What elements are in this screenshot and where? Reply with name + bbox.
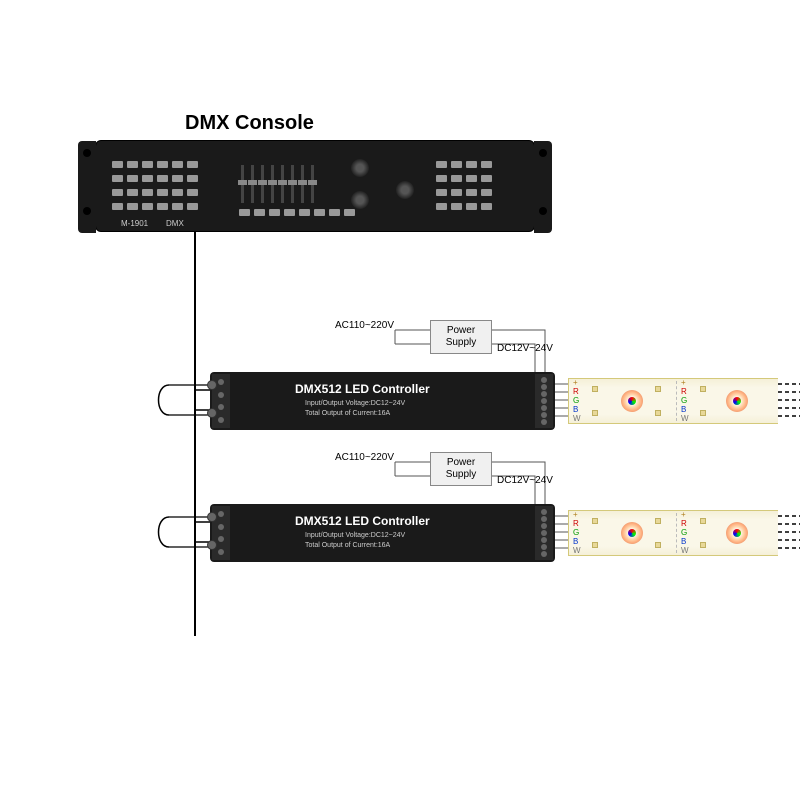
controller-title: DMX512 LED Controller (295, 514, 430, 528)
dmx-console: M-1901 DMX (95, 140, 535, 232)
dmx-in-jack (207, 380, 217, 390)
controller-title: DMX512 LED Controller (295, 382, 430, 396)
controller-sub1: Input/Output Voltage:DC12~24V (305, 400, 405, 407)
psu-line1: Power (447, 325, 475, 336)
dmx-out-jack (207, 540, 217, 550)
pin-r: R (573, 388, 581, 396)
pin-g: G (573, 397, 581, 405)
console-model: M-1901 (121, 219, 148, 228)
title-label: DMX Console (185, 112, 314, 135)
controller-sub2: Total Output of Current:16A (305, 542, 390, 549)
controller-sub2: Total Output of Current:16A (305, 410, 390, 417)
pin-w: W (573, 415, 581, 423)
led-strip-2: + R G B W + R G B W (568, 510, 778, 556)
controller-sub1: Input/Output Voltage:DC12~24V (305, 532, 405, 539)
console-dmx: DMX (166, 219, 184, 228)
psu2-dc-label: DC12V~24V (497, 475, 553, 486)
psu1-dc-label: DC12V~24V (497, 343, 553, 354)
pin-plus: + (573, 379, 581, 387)
psu2-ac-label: AC110~220V (335, 452, 394, 463)
power-supply-1: Power Supply (430, 320, 492, 354)
dmx-controller-2: DMX512 LED Controller Input/Output Volta… (210, 504, 555, 562)
led-strip-1: + R G B W + R G B W (568, 378, 778, 424)
pin-b: B (573, 406, 581, 414)
dmx-in-jack (207, 512, 217, 522)
power-supply-2: Power Supply (430, 452, 492, 486)
psu1-ac-label: AC110~220V (335, 320, 394, 331)
psu-line2: Supply (446, 337, 477, 348)
psu-line2: Supply (446, 469, 477, 480)
dmx-controller-1: DMX512 LED Controller Input/Output Volta… (210, 372, 555, 430)
dmx-out-jack (207, 408, 217, 418)
psu-line1: Power (447, 457, 475, 468)
